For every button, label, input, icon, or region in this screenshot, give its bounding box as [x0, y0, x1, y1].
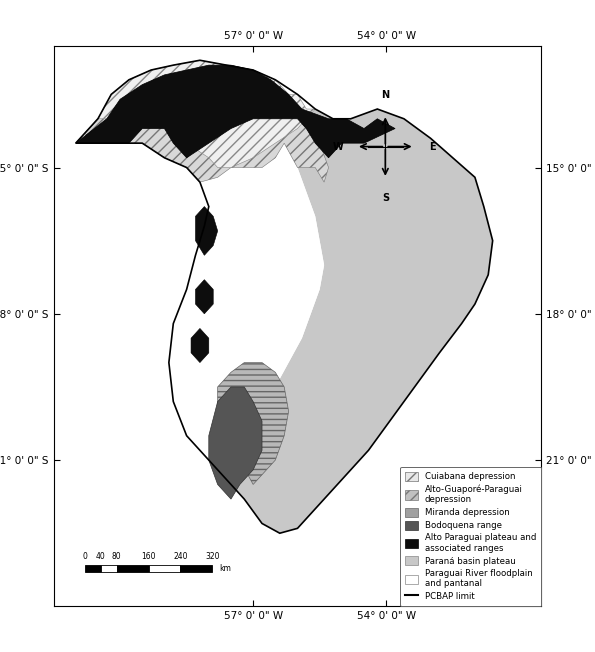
Polygon shape: [209, 387, 262, 499]
Legend: Cuiabana depression, Alto-Guaporé-Paraguai
depression, Miranda depression, Bodoq: Cuiabana depression, Alto-Guaporé-Paragu…: [400, 467, 541, 606]
Text: 80: 80: [112, 552, 121, 561]
Text: 160: 160: [141, 552, 156, 561]
Text: km: km: [219, 564, 231, 573]
Text: E: E: [429, 141, 436, 151]
Polygon shape: [231, 109, 493, 533]
Polygon shape: [76, 65, 395, 158]
Polygon shape: [76, 60, 315, 168]
Text: 240: 240: [173, 552, 188, 561]
Text: 320: 320: [205, 552, 220, 561]
Bar: [101, 565, 117, 572]
Text: N: N: [381, 90, 389, 100]
Polygon shape: [218, 363, 289, 484]
Text: W: W: [333, 141, 344, 151]
Text: S: S: [382, 193, 389, 203]
Polygon shape: [196, 207, 218, 256]
Text: 0: 0: [82, 552, 87, 561]
Bar: [149, 565, 180, 572]
Polygon shape: [76, 60, 493, 533]
Polygon shape: [191, 329, 209, 363]
Text: 40: 40: [96, 552, 105, 561]
Polygon shape: [196, 280, 213, 314]
Polygon shape: [84, 70, 328, 182]
Bar: [84, 565, 101, 572]
Bar: [180, 565, 212, 572]
Polygon shape: [169, 143, 324, 484]
Bar: [117, 565, 149, 572]
